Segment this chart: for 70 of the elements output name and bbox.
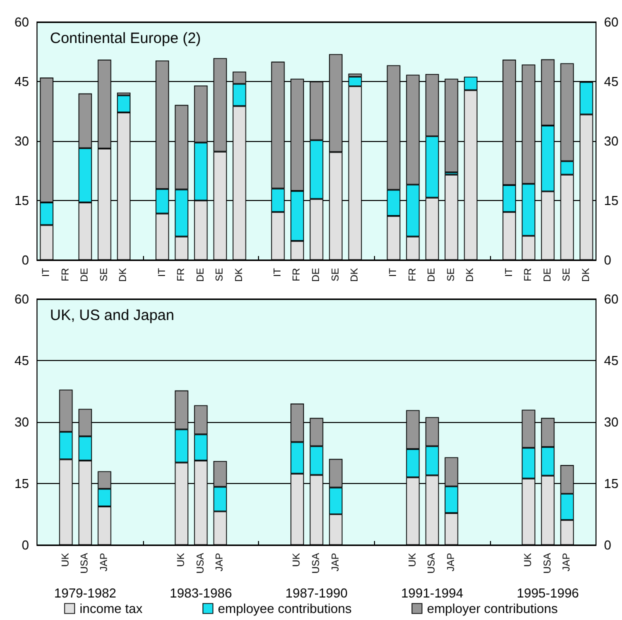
y-tick-label: 15 (14, 476, 29, 491)
x-tick-label: FR (176, 268, 188, 282)
x-tick-label: DE (195, 268, 206, 282)
text: 1983-1986 (170, 586, 232, 600)
y2-tick-label: 60 (604, 292, 618, 306)
x-tick-label: FR (407, 268, 418, 282)
x-tick-label: UK (407, 552, 418, 567)
x-tick-label: DE (80, 268, 91, 282)
x-tick-label: JAP (98, 552, 110, 572)
x-tick-label: JAP (562, 552, 573, 572)
x-tick-label: SE (330, 268, 342, 282)
text: 1991-1994 (401, 586, 464, 600)
x-tick-label: DK (350, 268, 361, 282)
x-tick-label: IT (272, 268, 284, 277)
text: Continental Europe (2) (50, 30, 201, 47)
y-tick-label: 45 (14, 74, 29, 89)
x-tick-label: SE (98, 268, 110, 282)
text: UK, US and Japan (50, 307, 174, 324)
y-tick-label: 0 (22, 252, 29, 268)
x-tick-label: USA (542, 552, 554, 574)
x-tick-label: IT (388, 268, 400, 277)
x-tick-label: SE (562, 268, 573, 282)
legend-label: income tax (80, 601, 143, 616)
x-tick-label: UK (176, 552, 188, 567)
x-tick-label: DK (118, 268, 130, 282)
x-tick-label: USA (426, 552, 438, 574)
x-tick-label: DE (426, 268, 438, 282)
x-tick-label: DK (234, 268, 245, 282)
y-tick-label: 0 (22, 538, 29, 552)
y2-tick-label: 30 (604, 134, 618, 148)
y-tick-label: 60 (14, 292, 29, 306)
y-tick-label: 30 (14, 414, 29, 430)
y-tick-label: 15 (14, 193, 29, 208)
y2-tick-label: 15 (604, 476, 618, 491)
legend-label: employee contributions (218, 601, 352, 616)
x-tick-label: UK (292, 552, 303, 567)
x-tick-label: UK (523, 552, 534, 567)
y2-tick-label: 45 (604, 74, 618, 89)
x-tick-label: SE (446, 268, 457, 282)
x-tick-label: USA (311, 552, 322, 574)
text: 1995-1996 (516, 586, 579, 600)
y-tick-label: 30 (14, 134, 29, 148)
x-tick-label: FR (523, 268, 534, 282)
x-tick-label: DK (465, 268, 476, 282)
text: 1987-1990 (285, 586, 348, 600)
x-tick-label: JAP (330, 552, 342, 572)
legend-label: employer contributions (426, 601, 558, 616)
y2-tick-label: 60 (604, 14, 618, 30)
x-tick-label: IT (156, 268, 168, 277)
x-tick-label: USA (80, 552, 91, 574)
y-tick-label: 60 (14, 14, 29, 30)
x-tick-label: SE (214, 268, 226, 282)
x-tick-label: IT (504, 268, 515, 277)
x-tick-label: FR (60, 268, 72, 282)
y2-tick-label: 0 (604, 538, 612, 552)
y2-tick-label: 45 (604, 353, 618, 368)
x-tick-label: DE (311, 268, 322, 282)
y2-tick-label: 0 (604, 252, 612, 268)
x-tick-label: IT (41, 268, 52, 277)
y-tick-label: 45 (14, 353, 29, 368)
text: 1979-1982 (54, 586, 116, 600)
x-tick-label: USA (195, 552, 206, 574)
x-tick-label: DE (542, 268, 554, 282)
y2-tick-label: 30 (604, 414, 618, 430)
x-tick-label: DK (580, 268, 592, 282)
y2-tick-label: 15 (604, 193, 618, 208)
x-tick-label: JAP (446, 552, 457, 572)
x-tick-label: JAP (214, 552, 226, 572)
x-tick-label: UK (60, 552, 72, 567)
x-tick-label: FR (292, 268, 303, 282)
